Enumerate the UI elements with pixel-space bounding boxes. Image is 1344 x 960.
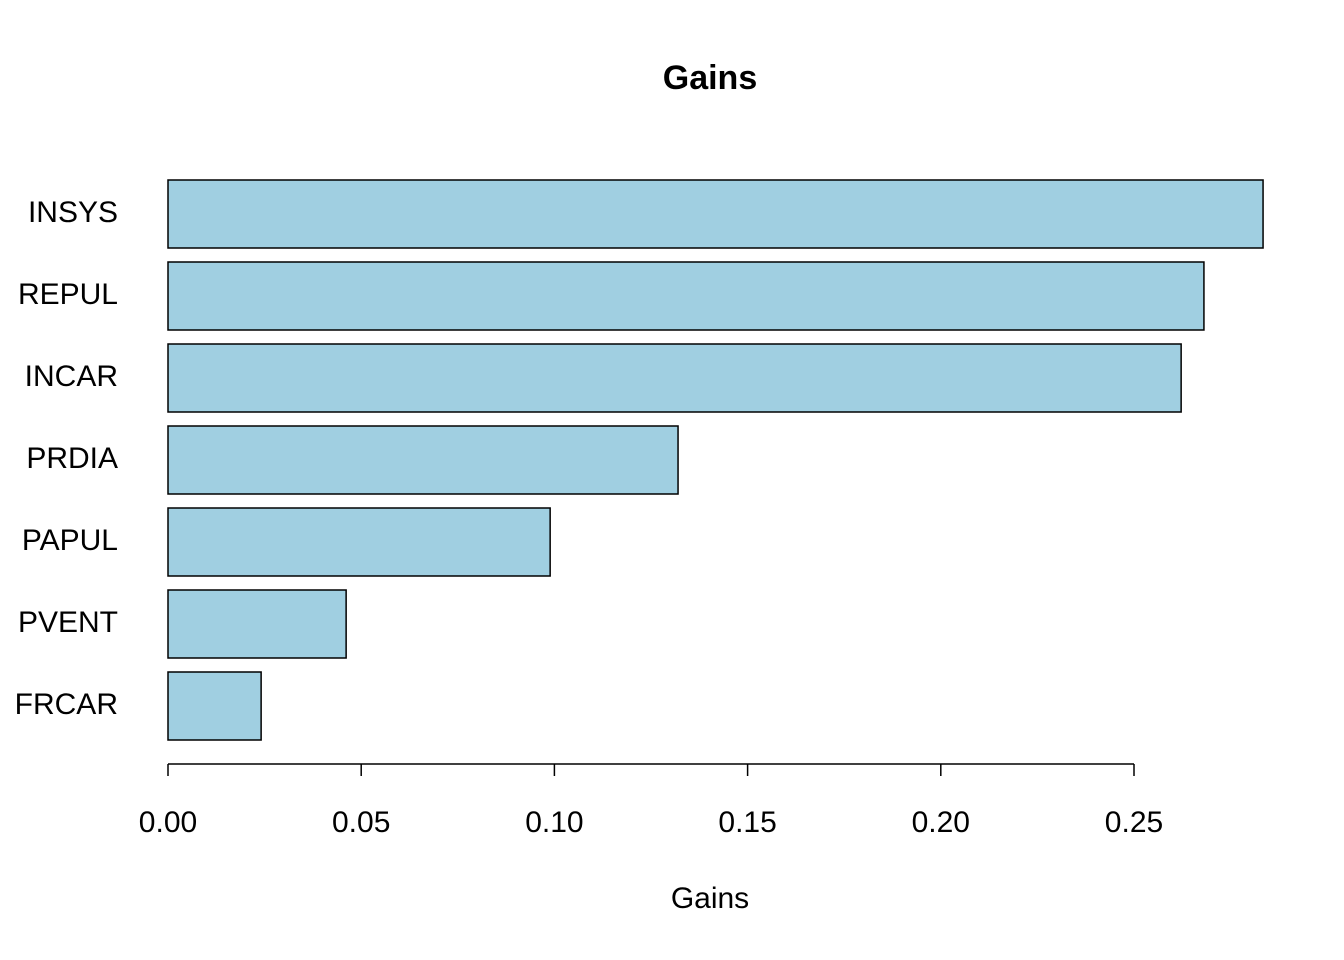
y-tick-label: REPUL [18, 278, 118, 311]
x-tick-label: 0.15 [718, 806, 776, 839]
y-tick-label: FRCAR [15, 688, 118, 721]
y-tick-label: INCAR [25, 360, 118, 393]
bar [167, 507, 551, 577]
x-tick-label: 0.10 [525, 806, 583, 839]
x-axis-label: Gains [671, 882, 749, 915]
y-tick-label: PVENT [18, 606, 118, 639]
bar [167, 671, 262, 741]
bar [167, 589, 347, 659]
bar [167, 343, 1182, 413]
bar [167, 261, 1205, 331]
y-tick-label: PAPUL [22, 524, 118, 557]
bar [167, 425, 679, 495]
x-tick-label: 0.25 [1105, 806, 1163, 839]
x-tick-label: 0.20 [912, 806, 970, 839]
y-tick-label: INSYS [28, 196, 118, 229]
x-tick-label: 0.05 [332, 806, 390, 839]
bar [167, 179, 1264, 249]
chart-title: Gains [663, 59, 757, 97]
y-tick-label: PRDIA [26, 442, 118, 475]
x-tick-label: 0.00 [139, 806, 197, 839]
